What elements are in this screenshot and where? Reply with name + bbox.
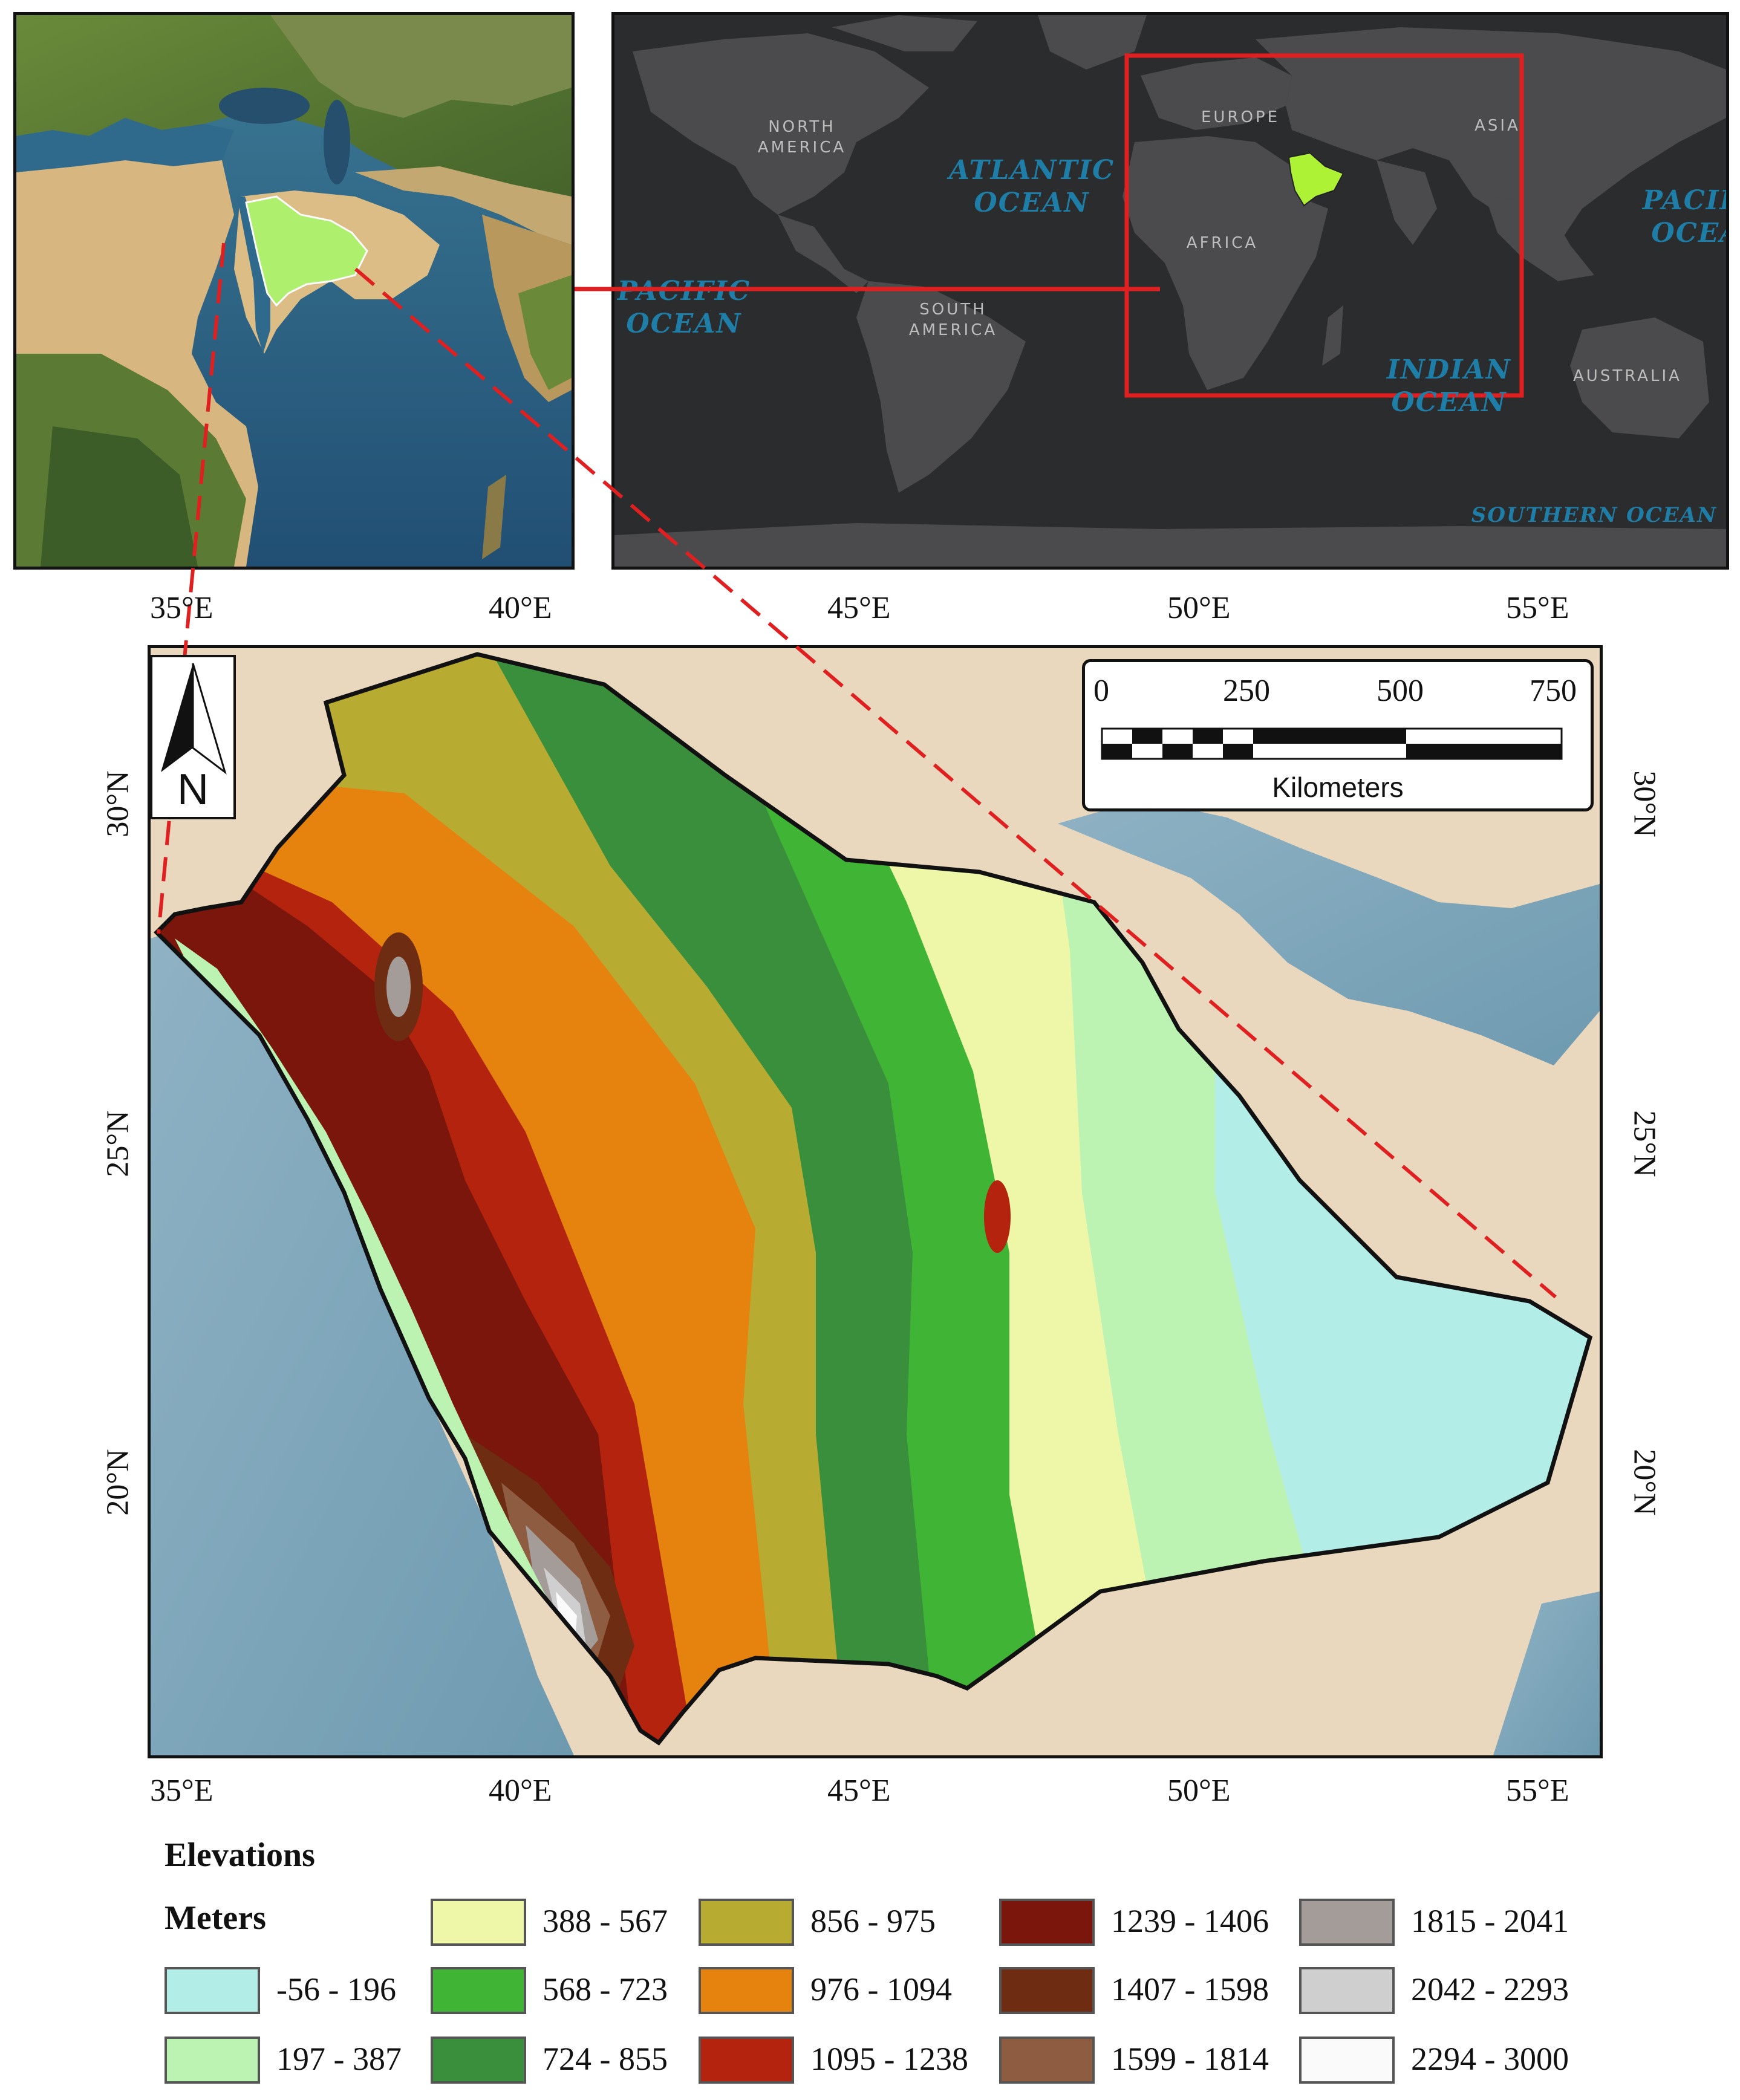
legend-label: 724 - 855 [543, 2041, 668, 2077]
scale-bar-graphic [1101, 727, 1563, 760]
north-arrow: N [150, 655, 236, 819]
x-tick-top-40: 40°E [489, 591, 552, 625]
x-tick-top-35: 35°E [150, 591, 213, 625]
label-europe: EUROPE [1201, 108, 1280, 126]
y-tick-left-30: 30°N [100, 770, 135, 837]
y-tick-right-30: 30°N [1627, 770, 1662, 837]
label-africa: AFRICA [1186, 234, 1259, 252]
legend-label: 1815 - 2041 [1411, 1903, 1569, 1939]
legend-swatch [699, 1899, 794, 1946]
legend-swatch [1299, 1967, 1395, 2014]
label-pacific-ocean-right: PACIFIC OCEAN [1642, 185, 1726, 249]
north-letter: N [177, 766, 209, 814]
elevation-raster [151, 648, 1600, 1755]
legend-swatch [431, 1967, 526, 2014]
y-tick-left-20: 20°N [100, 1449, 135, 1516]
x-tick-top-50: 50°E [1167, 591, 1231, 625]
study-area-world [1288, 152, 1344, 207]
scale-label-250: 250 [1223, 674, 1270, 708]
x-tick-top-45: 45°E [827, 591, 891, 625]
legend-swatch [699, 1967, 794, 2014]
x-tick-bottom-35: 35°E [150, 1773, 213, 1808]
legend-label: 976 - 1094 [810, 1971, 952, 2007]
scale-label-500: 500 [1377, 674, 1424, 708]
legend-swatch [1299, 2037, 1395, 2084]
legend-swatch [431, 2037, 526, 2084]
legend-label: 2042 - 2293 [1411, 1971, 1569, 2007]
legend-label: 197 - 387 [276, 2041, 402, 2077]
legend-swatch [699, 2037, 794, 2084]
legend-swatch [999, 1967, 1095, 2014]
legend-swatch [165, 2037, 260, 2084]
legend-label: -56 - 196 [276, 1971, 396, 2007]
x-tick-bottom-55: 55°E [1506, 1773, 1569, 1808]
study-area-saudi-arabia [245, 195, 368, 307]
legend-swatch [431, 1899, 526, 1946]
label-asia: ASIA [1474, 117, 1520, 135]
legend-label: 2294 - 3000 [1411, 2041, 1569, 2077]
legend-label: 388 - 567 [543, 1903, 668, 1939]
x-tick-top-55: 55°E [1506, 591, 1569, 625]
legend-label: 1599 - 1814 [1111, 2041, 1269, 2077]
legend-label: 1407 - 1598 [1111, 1971, 1269, 2007]
north-arrow-icon [161, 663, 227, 775]
scale-label-750: 750 [1530, 674, 1577, 708]
scale-bar: 0 250 500 750 Kilometers [1082, 659, 1594, 811]
legend-swatch [1299, 1899, 1395, 1946]
x-tick-bottom-45: 45°E [827, 1773, 891, 1808]
label-atlantic-ocean: ATLANTIC OCEAN [948, 155, 1115, 218]
legend-label: 856 - 975 [810, 1903, 936, 1939]
x-tick-bottom-50: 50°E [1167, 1773, 1231, 1808]
legend-swatch [165, 1967, 260, 2014]
y-tick-right-25: 25°N [1627, 1110, 1662, 1177]
scale-unit: Kilometers [1272, 772, 1404, 803]
main-elevation-map [148, 645, 1603, 1758]
legend-label: 568 - 723 [543, 1971, 668, 2007]
legend-label: 1095 - 1238 [810, 2041, 968, 2077]
scale-label-0: 0 [1093, 674, 1109, 708]
x-tick-bottom-40: 40°E [489, 1773, 552, 1808]
y-tick-right-20: 20°N [1627, 1449, 1662, 1516]
legend-label: 1239 - 1406 [1111, 1903, 1269, 1939]
label-north-america: NORTH AMERICA [757, 118, 847, 157]
legend-swatch [999, 2037, 1095, 2084]
y-tick-left-25: 25°N [100, 1110, 135, 1177]
legend-swatch [999, 1899, 1095, 1946]
legend-title: Elevations [165, 1836, 315, 1874]
label-australia: AUSTRALIA [1573, 367, 1682, 385]
legend-unit: Meters [165, 1899, 266, 1937]
